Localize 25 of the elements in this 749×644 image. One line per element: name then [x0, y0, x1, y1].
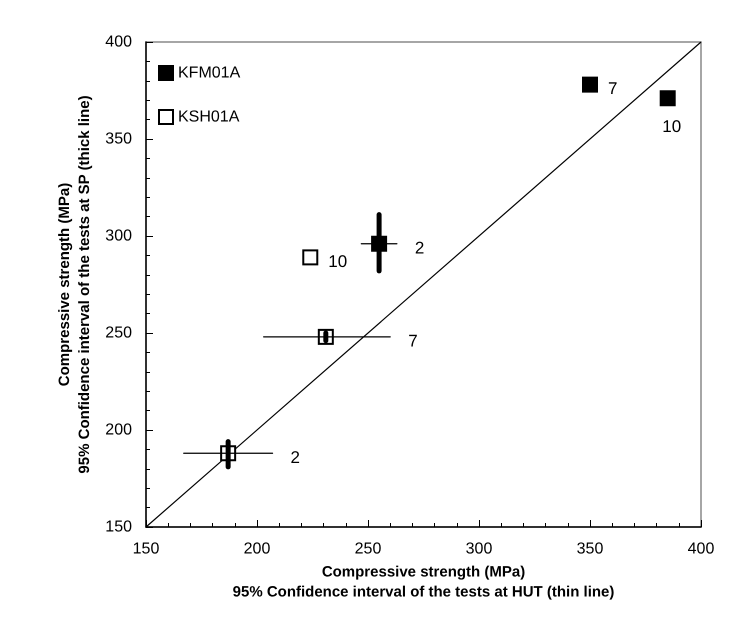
- x-tick-label: 300: [466, 540, 492, 558]
- point: [660, 90, 676, 106]
- annotation: 2: [290, 448, 300, 467]
- y-tick-label: 250: [105, 324, 132, 342]
- x-tick-label: 200: [244, 540, 270, 558]
- x-tick-label: 400: [688, 540, 714, 558]
- x-tick-label: 150: [132, 540, 160, 558]
- y-tick-label: 300: [105, 228, 132, 244]
- legend-label: KFM01A: [178, 64, 241, 82]
- x-tick-label: 250: [354, 540, 382, 558]
- x-tick-label: 350: [576, 540, 604, 558]
- legend-label: KSH01A: [178, 108, 240, 126]
- point: [582, 76, 598, 93]
- y-tick-label: 150: [105, 518, 132, 536]
- y-axis-title: Compressive strength (MPa) 95% Confidence interval of the tests at SP (thick line): [56, 95, 93, 474]
- annotation: 7: [408, 331, 418, 350]
- point: [302, 249, 318, 266]
- y-tick-label: 400: [105, 34, 132, 50]
- annotation: 10: [328, 252, 348, 271]
- annotation: 10: [662, 116, 682, 136]
- annotation: 2: [414, 238, 424, 258]
- annotation: 7: [608, 79, 618, 98]
- y-tick-label: 350: [105, 130, 132, 148]
- x-axis-title: Compressive strength (MPa) 95% Confidence interval of the tests at HUT (thin line): [232, 563, 614, 600]
- y-tick-label: 200: [105, 422, 132, 438]
